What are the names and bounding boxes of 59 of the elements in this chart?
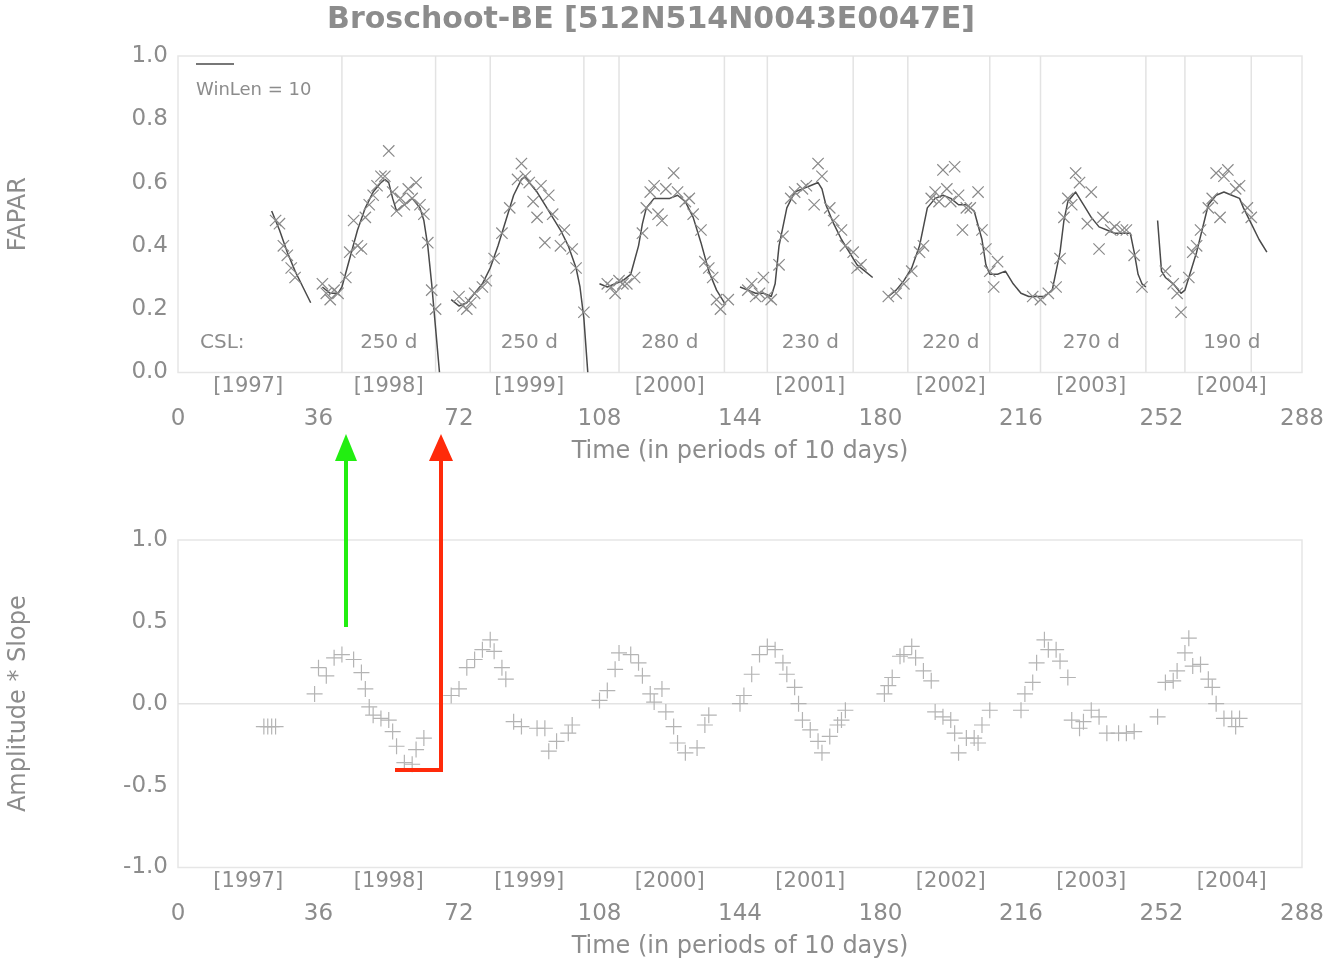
x-tick-label: 0 [170,404,186,431]
y-tick-label: 1.0 [131,524,168,551]
x2-tick-label: [2004] [1196,373,1267,398]
x-tick-label: 36 [303,404,334,431]
x2-tick-label: [1999] [494,868,565,893]
x2-tick-label: [1998] [353,373,424,398]
x-tick-label: 108 [577,404,622,431]
x2-tick-label: [2000] [634,868,705,893]
y-tick-label: 1.0 [131,40,168,67]
x-tick-label: 72 [444,899,474,926]
x-tick-label: 288 [1280,899,1324,926]
x-tick-label: 216 [999,899,1043,926]
annotation: 230 d [781,328,839,353]
x-tick-label: 180 [858,404,903,431]
x-tick-label: 0 [170,899,186,926]
x-tick-label: 144 [718,404,762,431]
x-tick-label: 144 [718,899,762,926]
y-tick-label: 0.6 [131,167,168,194]
x-axis-title: Time (in periods of 10 days) [570,930,909,959]
annotation: CSL: [200,328,245,353]
x2-tick-label: [2002] [915,373,986,398]
x2-tick-label: [1997] [213,373,284,398]
chart-title: Broschoot-BE [512N514N0043E0047E] [327,0,975,35]
x2-tick-label: [1997] [213,868,284,893]
y-tick-label: 0.5 [131,606,168,633]
y-tick-label: 0.8 [131,104,168,131]
annotation: 280 d [641,328,699,353]
annotation: 270 d [1062,328,1120,353]
annotation: 250 d [500,328,558,353]
legend-label: WinLen = 10 [196,77,312,99]
annotation: 250 d [360,328,418,353]
x2-tick-label: [2002] [915,868,986,893]
x2-tick-label: [2003] [1056,373,1127,398]
x2-tick-label: [1999] [494,373,565,398]
x-tick-label: 36 [303,899,334,926]
x2-tick-label: [2003] [1056,868,1127,893]
x-tick-label: 288 [1280,404,1324,431]
x-tick-label: 252 [1139,899,1184,926]
x2-tick-label: [1998] [353,868,424,893]
y-tick-label: 0.0 [131,357,168,384]
x-axis-title: Time (in periods of 10 days) [570,435,909,464]
annotation: 190 d [1203,328,1261,353]
x-tick-label: 108 [577,899,622,926]
y-axis-title: Amplitude * Slope [2,595,31,813]
y-axis-title: FAPAR [2,177,31,252]
y-tick-label: 0.0 [131,688,168,715]
y-tick-label: 0.2 [131,294,168,321]
x2-tick-label: [2001] [775,868,846,893]
y-tick-label: -0.5 [123,770,168,797]
x2-tick-label: [2004] [1196,868,1267,893]
y-tick-label: 0.4 [131,230,168,257]
x-tick-label: 180 [858,899,903,926]
x2-tick-label: [2000] [634,373,705,398]
x2-tick-label: [2001] [775,373,846,398]
x-tick-label: 216 [999,404,1043,431]
x-tick-label: 252 [1139,404,1184,431]
y-tick-label: -1.0 [123,852,168,879]
annotation: 220 d [922,328,980,353]
x-tick-label: 72 [444,404,474,431]
